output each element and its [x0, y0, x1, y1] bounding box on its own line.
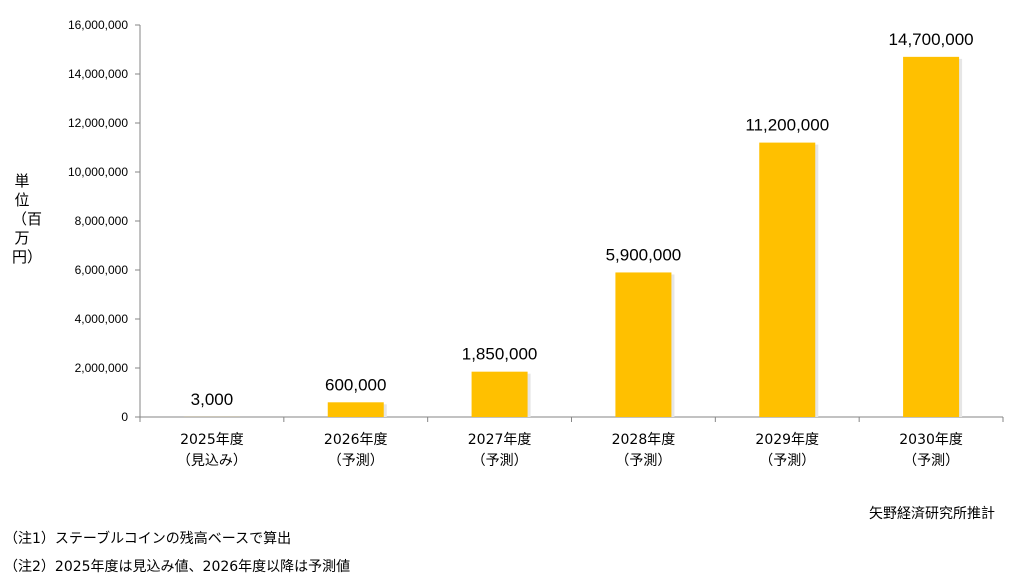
bar-chart: 0 2,000,000 4,000,000 6,000,000 8,000,000 10,… [68, 18, 1004, 469]
x-tick-label: 2028年度 [612, 432, 676, 448]
bar [903, 56, 960, 417]
bar [327, 402, 384, 417]
y-tick-label: 0 [121, 410, 128, 424]
data-label: 5,900,000 [606, 245, 682, 264]
x-tick-label: 2027年度 [468, 432, 532, 448]
bar [759, 142, 816, 417]
data-label: 600,000 [325, 375, 386, 394]
x-tick-label: 2026年度 [324, 432, 388, 448]
y-tick-label: 10,000,000 [68, 165, 128, 179]
x-tick-label: （予測） [328, 453, 384, 469]
bar [615, 272, 672, 417]
y-tick-label: 8,000,000 [75, 214, 129, 228]
note-2: （注2）2025年度は見込み値、2026年度以降は予測値 [4, 559, 351, 575]
x-tick-label: 2030年度 [899, 432, 963, 448]
y-tick-label: 16,000,000 [68, 18, 128, 32]
y-tick-label: 14,000,000 [68, 67, 128, 81]
x-tick-label: （予測） [903, 453, 959, 469]
source-text: 矢野経済研究所推計 [869, 506, 995, 522]
x-tick-label: 2025年度 [180, 432, 244, 448]
y-tick-label: 6,000,000 [75, 263, 129, 277]
y-tick-label: 12,000,000 [68, 116, 128, 130]
data-label: 1,850,000 [462, 345, 538, 364]
x-tick-label: （予測） [759, 453, 815, 469]
y-tick-label: 2,000,000 [75, 361, 129, 375]
x-tick-label: （見込み） [177, 453, 247, 469]
note-1: （注1）ステーブルコインの残高ベースで算出 [4, 531, 292, 547]
data-label: 3,000 [191, 390, 234, 409]
data-label: 14,700,000 [889, 30, 974, 49]
x-tick-label: （予測） [615, 453, 671, 469]
y-tick-label: 4,000,000 [75, 312, 129, 326]
data-label: 11,200,000 [745, 116, 829, 135]
bar [471, 371, 528, 417]
y-axis-label: 単位（百万円） [12, 172, 43, 266]
x-tick-label: （予測） [472, 453, 528, 469]
x-tick-label: 2029年度 [755, 432, 819, 448]
